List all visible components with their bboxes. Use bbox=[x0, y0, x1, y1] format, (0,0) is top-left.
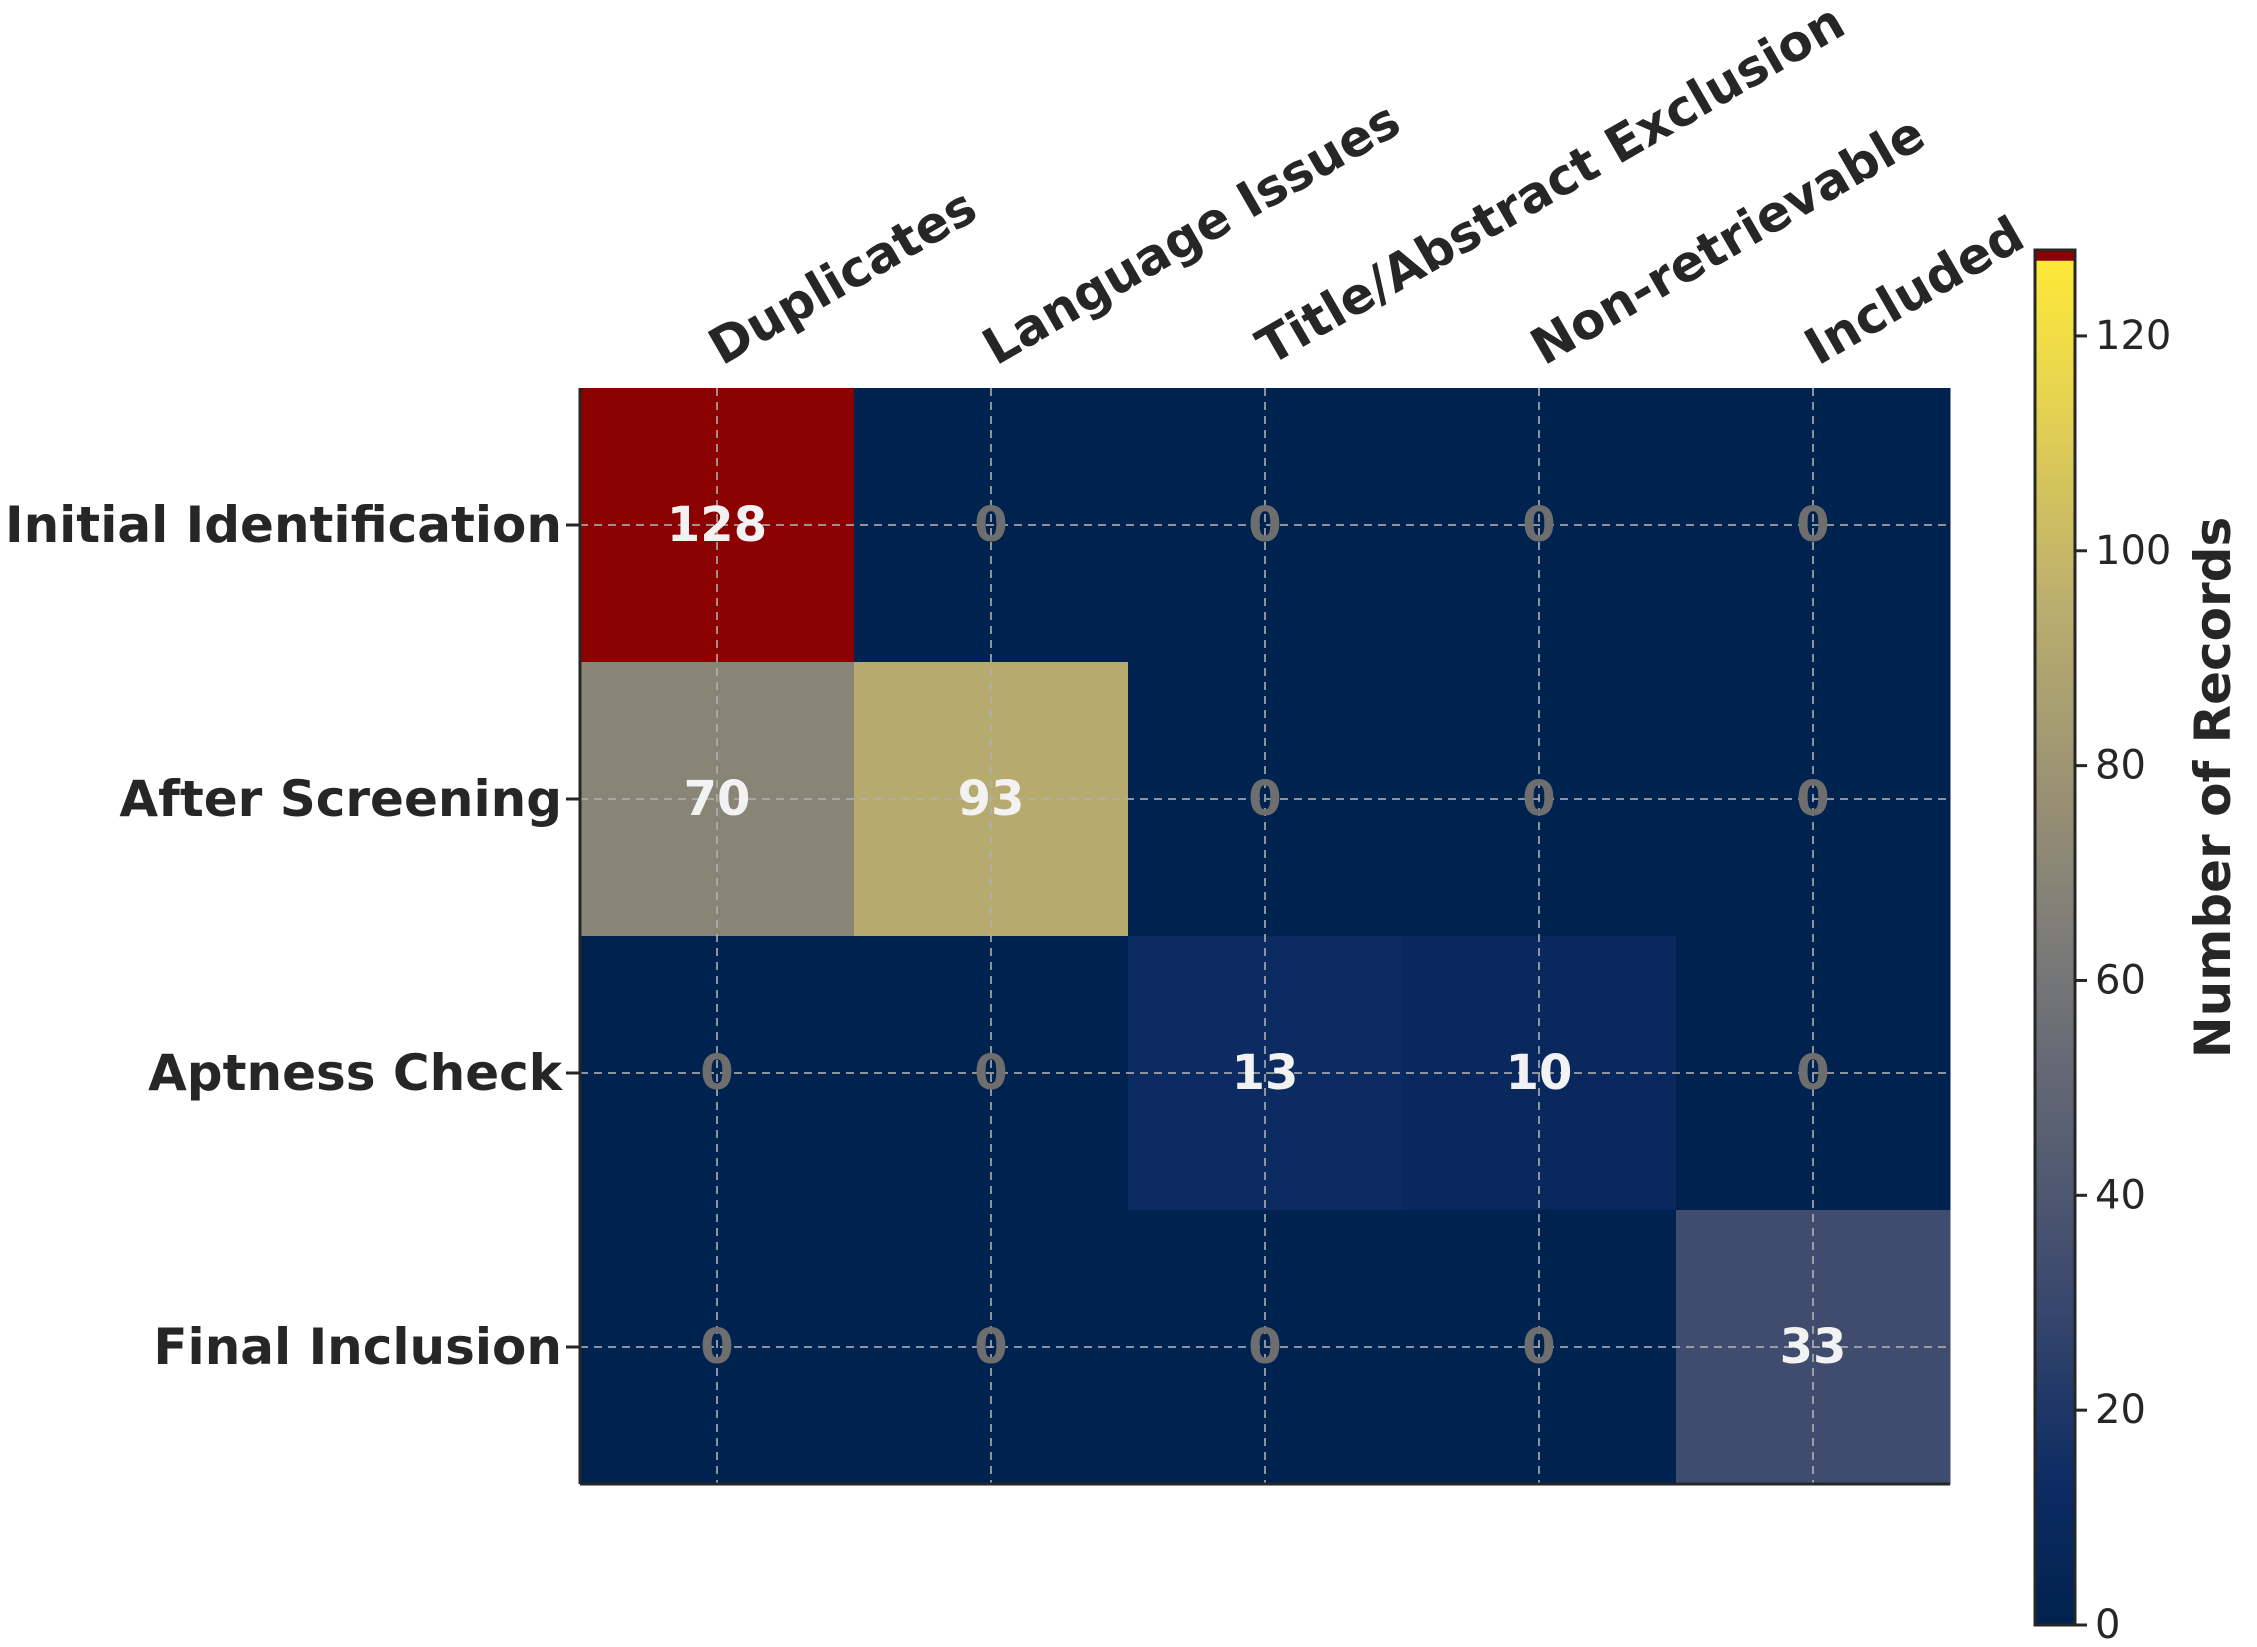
cell-value-initial-identification-language-issues: 0 bbox=[974, 497, 1007, 553]
cell-value-after-screening-non-retrievable: 0 bbox=[1522, 771, 1555, 827]
cell-value-initial-identification-duplicates: 128 bbox=[667, 497, 767, 553]
cell-value-final-inclusion-included: 33 bbox=[1780, 1319, 1847, 1375]
colorbar-tick-label-20: 20 bbox=[2095, 1387, 2146, 1433]
cell-value-after-screening-duplicates: 70 bbox=[684, 771, 751, 827]
row-label-after-screening: After Screening bbox=[119, 770, 562, 828]
colorbar-tick-label-80: 80 bbox=[2095, 743, 2146, 789]
row-labels: Initial Identification After Screening Apt… bbox=[5, 496, 564, 1376]
colorbar-outline bbox=[2033, 248, 2077, 1627]
column-label-included: Included bbox=[1795, 205, 2034, 376]
cell-value-after-screening-title-abstract-exclusion: 0 bbox=[1248, 771, 1281, 827]
row-label-aptness-check: Aptness Check bbox=[148, 1044, 564, 1102]
cell-value-initial-identification-included: 0 bbox=[1796, 497, 1829, 553]
colorbar: 0 20 40 60 80 100 120 Number of Records bbox=[2033, 248, 2242, 1647]
cell-value-final-inclusion-non-retrievable: 0 bbox=[1522, 1319, 1555, 1375]
column-label-duplicates: Duplicates bbox=[699, 177, 986, 376]
cell-value-initial-identification-non-retrievable: 0 bbox=[1522, 497, 1555, 553]
colorbar-tick-label-0: 0 bbox=[2095, 1602, 2120, 1647]
colorbar-tick-label-100: 100 bbox=[2095, 528, 2171, 574]
cell-value-final-inclusion-title-abstract-exclusion: 0 bbox=[1248, 1319, 1281, 1375]
cell-value-aptness-check-non-retrievable: 10 bbox=[1506, 1045, 1573, 1101]
cell-value-aptness-check-duplicates: 0 bbox=[700, 1045, 733, 1101]
cell-value-initial-identification-title-abstract-exclusion: 0 bbox=[1248, 497, 1281, 553]
cell-value-aptness-check-title-abstract-exclusion: 13 bbox=[1232, 1045, 1299, 1101]
cell-value-after-screening-language-issues: 93 bbox=[958, 771, 1025, 827]
cell-value-aptness-check-language-issues: 0 bbox=[974, 1045, 1007, 1101]
cell-value-after-screening-included: 0 bbox=[1796, 771, 1829, 827]
colorbar-title: Number of Records bbox=[2184, 517, 2242, 1058]
row-label-initial-identification: Initial Identification bbox=[5, 496, 562, 554]
row-label-final-inclusion: Final Inclusion bbox=[153, 1318, 562, 1376]
axes bbox=[566, 388, 1950, 1486]
colorbar-over-segment bbox=[2035, 250, 2075, 261]
cell-value-labels: 128 0 0 0 0 70 93 0 0 0 0 0 13 10 0 0 0 0 0 33 bbox=[667, 497, 1847, 1375]
colorbar-tick-label-60: 60 bbox=[2095, 957, 2146, 1003]
cell-value-aptness-check-included: 0 bbox=[1796, 1045, 1829, 1101]
colorbar-tick-label-120: 120 bbox=[2095, 313, 2171, 359]
cell-value-final-inclusion-duplicates: 0 bbox=[700, 1319, 733, 1375]
colorbar-gradient bbox=[2035, 260, 2075, 1625]
cell-value-final-inclusion-language-issues: 0 bbox=[974, 1319, 1007, 1375]
grid-lines bbox=[580, 388, 1950, 1484]
colorbar-tick-label-40: 40 bbox=[2095, 1172, 2146, 1218]
